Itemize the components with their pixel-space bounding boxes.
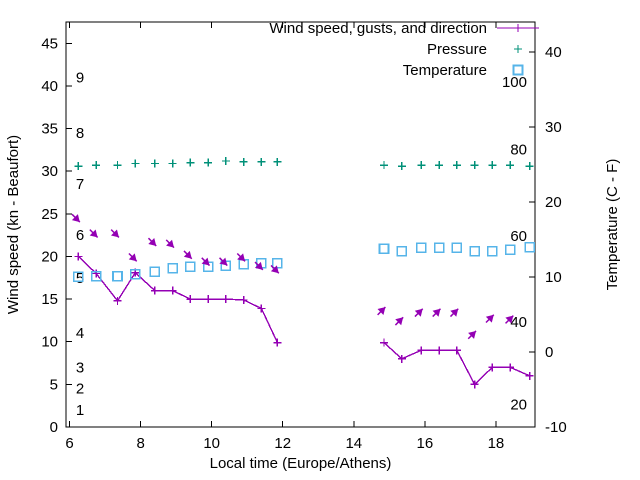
wind-direction-arrow (236, 252, 246, 262)
y-tick-label: 25 (41, 206, 58, 223)
x-tick-label: 18 (488, 435, 505, 452)
y-tick-label: 20 (41, 248, 58, 265)
beaufort-scale-label: 6 (76, 227, 84, 244)
x-tick-label: 10 (203, 435, 220, 452)
wind-direction-arrow (183, 250, 193, 260)
humidity-scale-label: 80 (510, 142, 527, 159)
temperature-point (149, 266, 161, 278)
y2-tick-label: 0 (545, 344, 553, 361)
y2-tick-label: 30 (545, 119, 562, 136)
wind-direction-arrow (432, 308, 442, 318)
wind-direction-arrow (165, 239, 175, 249)
temperature-point (167, 263, 178, 274)
wind-direction-arrow (485, 314, 495, 324)
y-tick-label: 30 (41, 163, 58, 180)
wind-direction-arrow (467, 330, 477, 340)
legend-key-temperature (512, 64, 524, 76)
beaufort-scale-label: 5 (76, 270, 84, 287)
temperature-point (90, 270, 102, 282)
wind-direction-arrow (394, 316, 404, 326)
humidity-scale-label: 20 (510, 397, 527, 414)
x-axis-title: Local time (Europe/Athens) (210, 455, 392, 472)
beaufort-scale-label: 3 (76, 359, 84, 376)
legend-label-2: Pressure (427, 41, 487, 58)
wind-direction-arrow (89, 229, 99, 238)
wind-direction-arrow (254, 261, 264, 271)
beaufort-scale-label: 8 (76, 125, 84, 142)
y2-tick-label: 10 (545, 269, 562, 286)
temperature-point (396, 246, 408, 257)
wind-direction-arrow (71, 213, 81, 223)
temperature-point (504, 244, 516, 255)
plot-border (65, 21, 536, 428)
wind-direction-arrow (147, 237, 157, 247)
wind-speed-line (77, 255, 279, 343)
y-tick-label: 45 (41, 35, 58, 52)
y2-tick-label: 20 (545, 194, 562, 211)
x-tick-label: 6 (65, 435, 73, 452)
temperature-point (73, 271, 84, 283)
wind-direction-arrow (377, 306, 386, 316)
x-tick-label: 12 (274, 435, 291, 452)
temperature-point (185, 261, 196, 273)
x-tick-label: 8 (136, 435, 144, 452)
wind-direction-arrow (414, 308, 424, 318)
beaufort-scale-label: 2 (76, 381, 84, 398)
temperature-point (112, 270, 123, 282)
x-tick-label: 16 (417, 435, 434, 452)
legend-label-3: Temperature (403, 62, 487, 79)
y-tick-label: 10 (41, 334, 58, 351)
wind-direction-arrow (505, 315, 514, 324)
temperature-point (451, 242, 463, 254)
humidity-scale-label: 60 (510, 228, 527, 245)
temperature-point (487, 246, 498, 257)
humidity-scale-label: 100 (502, 74, 527, 91)
beaufort-scale-label: 1 (76, 402, 84, 419)
y-axis-title: Wind speed (kn - Beaufort) (5, 135, 22, 314)
wind-direction-arrow (201, 257, 211, 267)
wind-direction-arrow (218, 257, 228, 267)
x-tick-label: 14 (345, 435, 362, 452)
humidity-scale-label: 40 (510, 314, 527, 331)
y2-tick-label: 40 (545, 44, 562, 61)
y2-axis-title: Temperature (C - F) (604, 159, 621, 291)
temperature-point (469, 246, 480, 257)
y-tick-label: 40 (41, 78, 58, 95)
beaufort-scale-label: 9 (76, 69, 84, 86)
temperature-point (378, 243, 390, 255)
wind-direction-arrow (128, 252, 138, 262)
beaufort-scale-label: 4 (76, 325, 84, 342)
temperature-point (416, 242, 427, 254)
temperature-point (524, 241, 535, 253)
temperature-point (433, 242, 445, 254)
y-tick-label: 0 (50, 419, 58, 436)
wind-direction-arrow (449, 308, 459, 318)
y-tick-label: 5 (50, 376, 58, 393)
y-tick-label: 35 (41, 121, 58, 138)
wind-direction-arrow (270, 264, 280, 274)
temperature-point (129, 269, 141, 280)
wind-direction-arrow (110, 229, 120, 238)
y-tick-label: 15 (41, 291, 58, 308)
y2-tick-label: -10 (545, 419, 567, 436)
temperature-point (238, 258, 249, 270)
beaufort-scale-label: 7 (76, 176, 84, 193)
temperature-point (272, 257, 283, 269)
legend-label-1: Wind speed, gusts, and direction (269, 20, 487, 37)
